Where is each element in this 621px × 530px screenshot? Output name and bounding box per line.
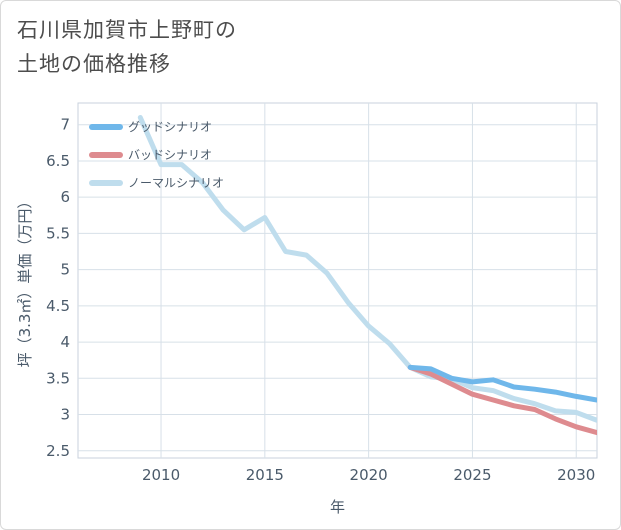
legend-label: ノーマルシナリオ [128, 176, 224, 190]
series-line-2 [137, 115, 597, 423]
plot-frame [77, 102, 598, 459]
y-tick-label: 2.5 [46, 442, 70, 460]
series-line-1 [407, 364, 597, 436]
y-tick-label: 3.5 [46, 369, 70, 387]
x-tick-label: 2015 [246, 466, 284, 484]
chart-title-line-1: 石川県加賀市上野町の [17, 18, 237, 42]
x-tick-label: 2030 [557, 466, 595, 484]
chart-title: 石川県加賀市上野町の 土地の価格推移 [17, 13, 237, 81]
legend-label: バッドシナリオ [128, 148, 212, 162]
y-tick-label: 7 [60, 116, 70, 134]
x-tick-label: 2020 [350, 466, 388, 484]
y-tick-label: 6.5 [46, 152, 70, 170]
y-tick-label: 3 [60, 406, 70, 424]
chart-title-line-2: 土地の価格推移 [17, 52, 171, 76]
series-line-0 [407, 364, 597, 403]
y-tick-label: 4.5 [46, 297, 70, 315]
x-axis-label: 年 [330, 498, 345, 516]
y-tick-label: 5.5 [46, 224, 70, 242]
y-tick-label: 4 [60, 333, 70, 351]
x-tick-label: 2010 [142, 466, 180, 484]
legend-label: グッドシナリオ [128, 120, 212, 134]
y-tick-label: 6 [60, 188, 70, 206]
y-axis-label: 坪（3.3㎡）単価（万円） [16, 194, 34, 368]
y-tick-label: 5 [60, 261, 70, 279]
x-tick-label: 2025 [453, 466, 491, 484]
